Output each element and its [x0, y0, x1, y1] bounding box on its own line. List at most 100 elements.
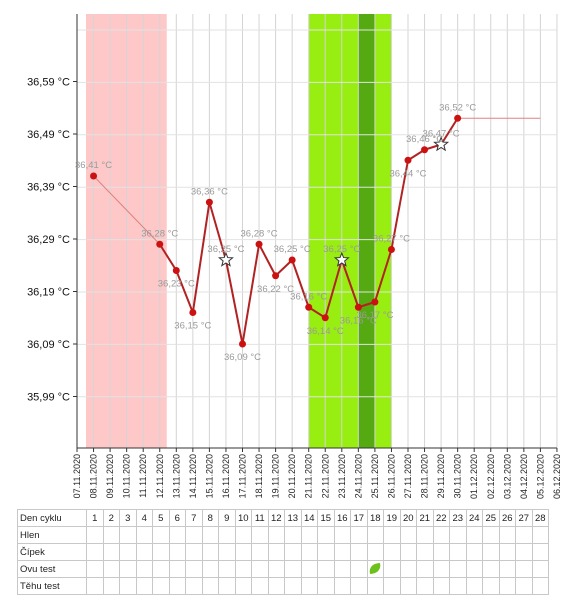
table-cell[interactable] — [86, 577, 104, 595]
table-cell[interactable] — [218, 526, 236, 544]
table-cell[interactable] — [465, 543, 483, 561]
table-cell[interactable] — [185, 543, 203, 561]
table-cell[interactable] — [498, 543, 516, 561]
table-cell[interactable] — [234, 526, 252, 544]
table-cell[interactable] — [251, 560, 269, 578]
table-cell[interactable] — [251, 577, 269, 595]
table-cell[interactable] — [135, 526, 153, 544]
table-cell[interactable] — [218, 577, 236, 595]
table-cell[interactable] — [350, 543, 368, 561]
table-cell[interactable] — [333, 577, 351, 595]
table-cell[interactable] — [482, 577, 500, 595]
table-cell[interactable] — [218, 543, 236, 561]
table-cell[interactable] — [86, 526, 104, 544]
table-cell[interactable] — [300, 560, 318, 578]
table-cell[interactable] — [168, 543, 186, 561]
table-cell[interactable] — [300, 577, 318, 595]
table-cell[interactable] — [482, 560, 500, 578]
table-cell[interactable] — [201, 543, 219, 561]
table-cell[interactable] — [284, 560, 302, 578]
table-cell[interactable] — [366, 543, 384, 561]
table-cell[interactable] — [515, 543, 533, 561]
table-cell[interactable] — [515, 560, 533, 578]
table-cell[interactable] — [102, 526, 120, 544]
table-cell[interactable] — [168, 577, 186, 595]
table-cell[interactable] — [333, 543, 351, 561]
table-cell[interactable] — [317, 526, 335, 544]
table-cell[interactable] — [267, 526, 285, 544]
table-cell[interactable] — [383, 577, 401, 595]
table-cell[interactable] — [515, 526, 533, 544]
table-cell[interactable] — [317, 577, 335, 595]
table-cell[interactable] — [350, 560, 368, 578]
table-cell[interactable] — [168, 526, 186, 544]
table-cell[interactable] — [168, 560, 186, 578]
table-cell[interactable] — [201, 526, 219, 544]
table-cell[interactable] — [135, 560, 153, 578]
table-cell[interactable] — [267, 577, 285, 595]
table-cell[interactable] — [432, 560, 450, 578]
table-cell[interactable] — [152, 526, 170, 544]
table-cell[interactable] — [366, 577, 384, 595]
table-cell[interactable] — [366, 526, 384, 544]
table-cell[interactable] — [119, 543, 137, 561]
table-cell[interactable] — [432, 526, 450, 544]
table-cell[interactable] — [465, 577, 483, 595]
table-cell[interactable] — [152, 543, 170, 561]
table-cell[interactable] — [300, 526, 318, 544]
table-cell[interactable] — [185, 560, 203, 578]
table-cell[interactable] — [531, 560, 549, 578]
table-cell[interactable] — [432, 577, 450, 595]
table-cell[interactable] — [383, 543, 401, 561]
table-cell[interactable] — [119, 560, 137, 578]
table-cell[interactable] — [234, 560, 252, 578]
table-cell[interactable] — [333, 526, 351, 544]
table-cell[interactable] — [234, 577, 252, 595]
table-cell[interactable] — [333, 560, 351, 578]
table-cell[interactable] — [135, 543, 153, 561]
table-cell[interactable] — [218, 560, 236, 578]
table-cell[interactable] — [119, 577, 137, 595]
table-cell[interactable] — [317, 560, 335, 578]
table-cell[interactable] — [350, 577, 368, 595]
table-cell[interactable] — [449, 526, 467, 544]
table-cell[interactable] — [449, 577, 467, 595]
table-cell[interactable] — [399, 543, 417, 561]
table-cell[interactable] — [300, 543, 318, 561]
table-cell[interactable] — [416, 526, 434, 544]
table-cell[interactable] — [284, 526, 302, 544]
table-cell[interactable] — [366, 560, 384, 578]
table-cell[interactable] — [531, 543, 549, 561]
table-cell[interactable] — [531, 577, 549, 595]
table-cell[interactable] — [531, 526, 549, 544]
table-cell[interactable] — [86, 560, 104, 578]
table-cell[interactable] — [416, 577, 434, 595]
table-cell[interactable] — [152, 560, 170, 578]
table-cell[interactable] — [465, 526, 483, 544]
table-cell[interactable] — [267, 543, 285, 561]
table-cell[interactable] — [432, 543, 450, 561]
table-cell[interactable] — [201, 577, 219, 595]
table-cell[interactable] — [152, 577, 170, 595]
table-cell[interactable] — [201, 560, 219, 578]
table-cell[interactable] — [383, 526, 401, 544]
table-cell[interactable] — [135, 577, 153, 595]
table-cell[interactable] — [185, 577, 203, 595]
table-cell[interactable] — [515, 577, 533, 595]
table-cell[interactable] — [350, 526, 368, 544]
table-cell[interactable] — [86, 543, 104, 561]
table-cell[interactable] — [498, 526, 516, 544]
table-cell[interactable] — [284, 577, 302, 595]
table-cell[interactable] — [102, 577, 120, 595]
table-cell[interactable] — [416, 560, 434, 578]
table-cell[interactable] — [482, 543, 500, 561]
table-cell[interactable] — [284, 543, 302, 561]
table-cell[interactable] — [251, 543, 269, 561]
table-cell[interactable] — [102, 560, 120, 578]
table-cell[interactable] — [498, 560, 516, 578]
table-cell[interactable] — [317, 543, 335, 561]
table-cell[interactable] — [449, 560, 467, 578]
table-cell[interactable] — [119, 526, 137, 544]
table-cell[interactable] — [399, 560, 417, 578]
table-cell[interactable] — [465, 560, 483, 578]
